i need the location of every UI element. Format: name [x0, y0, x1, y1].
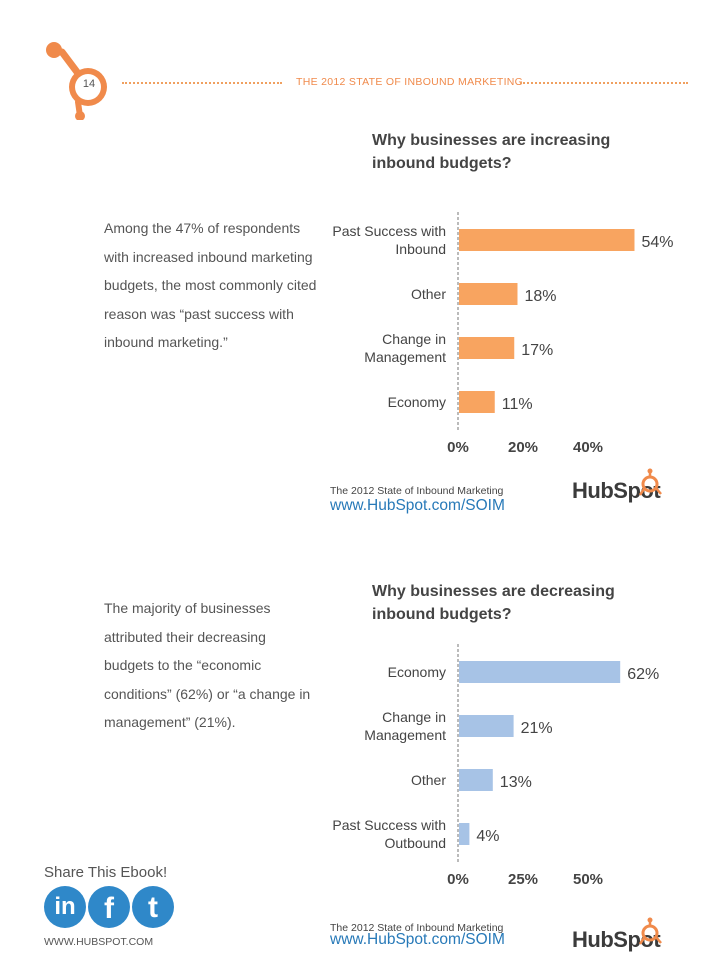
footer-website-link[interactable]: WWW.HUBSPOT.COM [44, 936, 154, 948]
chart-value-label: 13% [500, 774, 532, 791]
increasing-budgets-chart: 54% Past Success with Inbound 18% Other 17% Ch… [300, 208, 700, 473]
chart-bar [459, 283, 518, 305]
chart-category-label: Past Success with [332, 223, 446, 239]
chart-category-label: Other [411, 772, 446, 788]
chart-title-decreasing: Why businesses are decreasing inbound bu… [372, 583, 615, 623]
decreasing-budgets-chart: 62% Economy 21% Change in Management 13% Other… [300, 640, 700, 905]
hubspot-brand-logo: HubSpot [572, 917, 672, 953]
source-url-link[interactable]: www.HubSpot.com/SOIM [330, 931, 505, 948]
increasing-chart-svg: 54% Past Success with Inbound 18% Other 17% Ch… [332, 212, 674, 456]
sprocket-icon [638, 468, 662, 496]
source-url-link[interactable]: www.HubSpot.com/SOIM [330, 497, 505, 514]
twitter-share-icon[interactable]: t [132, 886, 174, 928]
decreasing-chart-svg: 62% Economy 21% Change in Management 13% Other… [332, 644, 659, 888]
chart-bar [459, 715, 514, 737]
hubspot-brand-logo: HubSpot [572, 468, 672, 504]
chart-value-label: 62% [627, 666, 659, 683]
chart-bar [459, 823, 470, 845]
chart-tick-label: 40% [573, 439, 603, 456]
share-ebook-label: Share This Ebook! [44, 864, 168, 881]
header-divider-right [520, 82, 688, 84]
chart-category-label: Outbound [385, 835, 447, 851]
page-number: 14 [82, 78, 96, 90]
chart-category-label: Other [411, 286, 446, 302]
linkedin-share-icon[interactable]: in [44, 886, 86, 928]
chart-category-label: Management [364, 349, 446, 365]
source-label: The 2012 State of Inbound Marketing [330, 485, 504, 497]
chart-category-label: Inbound [395, 241, 446, 257]
chart-value-label: 4% [476, 828, 499, 845]
increasing-summary-text: Among the 47% of respondents with increa… [104, 220, 317, 351]
chart-value-label: 17% [521, 342, 553, 359]
chart-bar [459, 391, 495, 413]
chart-tick-label: 20% [508, 439, 538, 456]
chart-value-label: 54% [642, 234, 674, 251]
chart-bar [459, 769, 493, 791]
chart-tick-label: 0% [447, 439, 469, 456]
chart-tick-label: 25% [508, 871, 538, 888]
chart-category-label: Economy [388, 394, 446, 410]
chart-category-label: Management [364, 727, 446, 743]
chart-category-label: Change in [382, 331, 446, 347]
hubspot-sprocket-logo [46, 42, 107, 120]
chart-value-label: 18% [525, 288, 557, 305]
chart-tick-label: 0% [447, 871, 469, 888]
header-title: THE 2012 STATE OF INBOUND MARKETING [296, 76, 524, 88]
chart-bar [459, 337, 515, 359]
chart-bar [459, 229, 635, 251]
header-divider-left [122, 82, 282, 84]
chart-value-label: 11% [502, 396, 533, 413]
source-label: The 2012 State of Inbound Marketing [330, 922, 504, 934]
chart-category-label: Economy [388, 664, 446, 680]
decreasing-summary-text: The majority of businesses attributed th… [104, 600, 311, 731]
sprocket-icon [638, 917, 662, 945]
chart-tick-label: 50% [573, 871, 603, 888]
chart-category-label: Past Success with [332, 817, 446, 833]
chart-title-increasing: Why businesses are increasing inbound bu… [372, 132, 611, 172]
facebook-share-icon[interactable]: f [88, 886, 130, 928]
chart-category-label: Change in [382, 709, 446, 725]
chart-bar [459, 661, 621, 683]
chart-value-label: 21% [521, 720, 553, 737]
